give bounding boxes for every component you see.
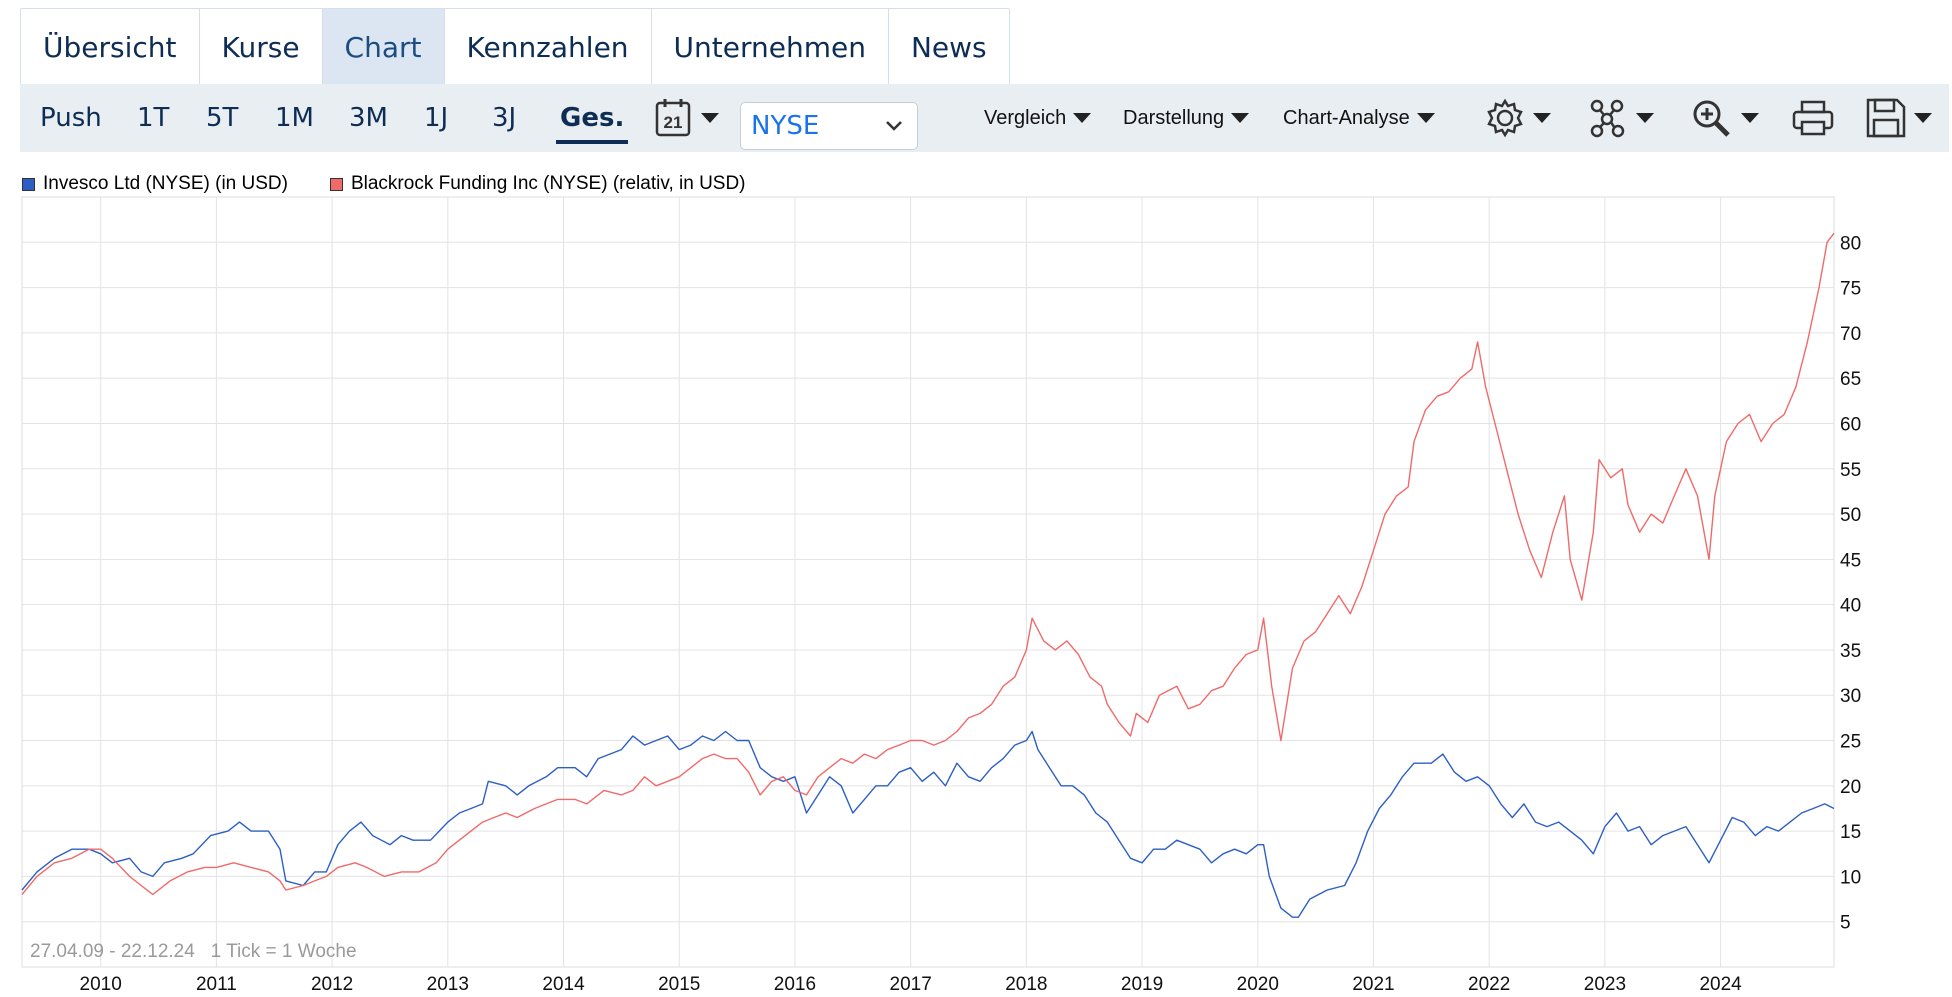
y-tick-label: 5 — [1840, 913, 1851, 934]
y-tick-label: 20 — [1840, 777, 1861, 798]
save-button[interactable] — [1865, 84, 1932, 152]
chevron-down-icon — [886, 121, 902, 131]
x-tick-label: 2024 — [1699, 974, 1742, 995]
x-tick-label: 2010 — [80, 974, 122, 995]
y-tick-label: 80 — [1840, 233, 1861, 254]
x-tick-label: 2018 — [1005, 974, 1047, 995]
y-tick-label: 70 — [1840, 324, 1861, 345]
indicators-icon — [1590, 99, 1625, 138]
x-tick-label: 2012 — [311, 974, 353, 995]
y-tick-label: 25 — [1840, 732, 1861, 753]
settings-icon — [1487, 98, 1523, 138]
y-tick-label: 65 — [1840, 369, 1861, 390]
legend-item-blackrock[interactable]: Blackrock Funding Inc (NYSE) (relativ, i… — [329, 173, 746, 195]
tab-uebersicht[interactable]: Übersicht — [21, 9, 200, 85]
x-tick-label: 2023 — [1584, 974, 1626, 995]
x-tick-label: 2013 — [427, 974, 469, 995]
menu-chart-analyse-label: Chart-Analyse — [1283, 106, 1410, 129]
y-tick-label: 30 — [1840, 686, 1861, 707]
x-tick-label: 2019 — [1121, 974, 1163, 995]
period-5t[interactable]: 5T — [206, 103, 239, 133]
period-3m[interactable]: 3M — [349, 103, 388, 133]
x-tick-label: 2015 — [658, 974, 700, 995]
x-tick-label: 2016 — [774, 974, 816, 995]
caret-down-icon — [1636, 113, 1654, 123]
main-tabs: Übersicht Kurse Chart Kennzahlen Unterne… — [20, 8, 1010, 103]
caret-down-icon — [1533, 113, 1551, 123]
zoom-button[interactable] — [1690, 84, 1759, 152]
caret-down-icon — [1073, 113, 1092, 123]
tab-kurse[interactable]: Kurse — [199, 9, 323, 85]
chart-range-info: 27.04.09 - 22.12.24 1 Tick = 1 Woche — [30, 941, 357, 962]
legend-swatch-invesco — [22, 177, 35, 191]
period-push[interactable]: Push — [40, 103, 102, 133]
y-tick-label: 45 — [1840, 550, 1861, 571]
x-tick-label: 2014 — [542, 974, 585, 995]
chart-legend: Invesco Ltd (NYSE) (in USD) Blackrock Fu… — [22, 173, 788, 195]
save-icon — [1866, 98, 1906, 138]
period-1t[interactable]: 1T — [137, 103, 170, 133]
x-tick-label: 2020 — [1237, 974, 1279, 995]
series-line-invesco — [21, 730, 1835, 918]
legend-label-blackrock: Blackrock Funding Inc (NYSE) (relativ, i… — [350, 173, 746, 194]
caret-down-icon — [1416, 113, 1435, 123]
tab-unternehmen[interactable]: Unternehmen — [651, 9, 889, 85]
period-1j[interactable]: 1J — [424, 103, 449, 133]
print-icon — [1792, 100, 1834, 136]
y-tick-label: 40 — [1840, 596, 1861, 617]
x-tick-label: 2022 — [1468, 974, 1510, 995]
period-1m[interactable]: 1M — [275, 103, 314, 133]
caret-down-icon — [1914, 113, 1932, 123]
menu-vergleich[interactable]: Vergleich — [984, 84, 1092, 152]
period-3j[interactable]: 3J — [492, 103, 517, 133]
legend-label-invesco: Invesco Ltd (NYSE) (in USD) — [43, 173, 288, 194]
x-tick-label: 2017 — [890, 974, 932, 995]
y-tick-label: 15 — [1840, 822, 1861, 843]
y-tick-label: 50 — [1840, 505, 1861, 526]
y-tick-label: 35 — [1840, 641, 1861, 662]
tab-news[interactable]: News — [888, 9, 1009, 85]
calendar-icon: 21 — [655, 99, 691, 137]
print-button[interactable] — [1791, 84, 1835, 152]
series-line-blackrock — [21, 232, 1835, 896]
period-gesamt[interactable]: Ges. — [555, 84, 629, 152]
caret-down-icon — [1741, 113, 1759, 123]
zoom-icon — [1693, 100, 1730, 137]
menu-darstellung[interactable]: Darstellung — [1123, 84, 1250, 152]
legend-item-invesco[interactable]: Invesco Ltd (NYSE) (in USD) — [22, 173, 288, 195]
calendar-day: 21 — [664, 113, 683, 132]
exchange-select-value: NYSE — [751, 111, 820, 141]
menu-vergleich-label: Vergleich — [984, 106, 1067, 129]
exchange-select[interactable]: NYSE — [740, 102, 918, 150]
y-tick-label: 60 — [1840, 414, 1861, 435]
caret-down-icon — [1231, 113, 1250, 123]
tab-kennzahlen[interactable]: Kennzahlen — [444, 9, 652, 85]
x-tick-label: 2021 — [1352, 974, 1394, 995]
y-tick-label: 55 — [1840, 460, 1861, 481]
indicators-button[interactable] — [1587, 84, 1654, 152]
calendar-button[interactable]: 21 — [654, 84, 719, 152]
settings-button[interactable] — [1484, 84, 1551, 152]
y-tick-label: 10 — [1840, 867, 1861, 888]
menu-darstellung-label: Darstellung — [1123, 106, 1225, 129]
chart-toolbar: Push 1T 5T 1M 3M 1J 3J Ges. 21 Vergleich… — [20, 84, 1949, 152]
calendar-caret-icon — [701, 113, 719, 123]
legend-swatch-blackrock — [329, 177, 343, 191]
x-tick-label: 2011 — [196, 974, 237, 995]
menu-chart-analyse[interactable]: Chart-Analyse — [1283, 84, 1435, 152]
plot-area — [21, 196, 1835, 968]
y-tick-label: 75 — [1840, 279, 1861, 300]
